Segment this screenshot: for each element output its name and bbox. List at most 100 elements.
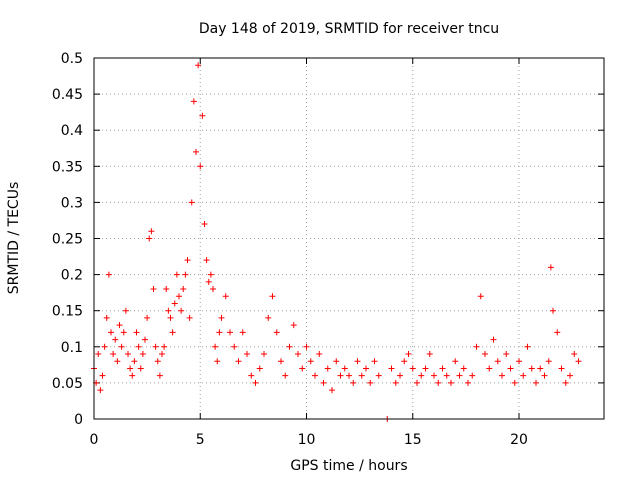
data-point [154,358,161,365]
data-point [203,257,210,264]
data-point [282,372,289,379]
data-point [256,365,263,372]
data-point [150,286,157,293]
y-tick-label: 0.3 [61,195,83,211]
data-point [216,329,223,336]
data-point [199,112,206,119]
data-point [190,98,197,105]
data-point [473,343,480,350]
data-point [507,365,514,372]
data-point [350,379,357,386]
data-point [116,322,123,329]
data-point [227,329,233,336]
data-point [367,379,374,386]
data-point [290,322,297,329]
x-axis-label: GPS time / hours [290,458,407,474]
data-point [537,365,544,372]
data-point [178,307,185,314]
data-point [316,351,323,358]
data-point [541,372,548,379]
data-point [452,358,459,365]
data-point [114,358,121,365]
data-point [186,314,193,321]
data-point [148,228,155,235]
data-point [207,271,214,278]
y-tick-label: 0.35 [52,159,83,175]
data-point [426,351,433,358]
data-point [167,314,174,321]
data-point [222,293,229,300]
data-point [375,372,382,379]
data-point [482,351,488,358]
data-point [448,379,454,386]
y-tick-label: 0 [74,412,83,428]
data-point [320,379,327,386]
y-tick-label: 0.2 [61,268,83,284]
data-point [205,278,212,285]
data-point [431,372,437,379]
data-point [188,199,195,206]
data-point [405,351,412,358]
data-point [137,365,144,372]
data-point [303,343,310,350]
data-point [165,307,172,314]
data-points [91,62,582,422]
data-point [397,372,403,379]
data-point [95,351,102,358]
data-point [295,351,301,358]
data-point [112,336,119,343]
data-point [218,314,225,321]
data-point [307,358,314,365]
data-point [97,387,104,394]
data-point [286,343,293,350]
data-point [184,257,191,264]
data-point [163,286,170,293]
data-point [571,351,578,358]
data-point [528,365,535,372]
data-point [265,314,272,321]
data-point [503,351,510,358]
grid-lines [94,58,604,419]
data-point [176,293,182,300]
data-point [144,314,151,321]
data-point [182,271,189,278]
data-point [324,365,331,372]
data-point [159,351,165,358]
data-point [248,372,255,379]
data-point [193,148,199,155]
data-point [418,372,425,379]
data-point [358,372,365,379]
data-point [161,343,168,350]
data-point [99,372,106,379]
data-point [363,365,369,372]
data-point [329,387,335,394]
data-point [231,343,238,350]
data-point [133,329,140,336]
data-point [388,365,395,372]
data-point [129,372,136,379]
data-point [547,264,554,271]
data-point [169,329,176,336]
y-tick-label: 0.1 [61,340,83,356]
y-tick-label: 0.25 [52,232,83,248]
data-point [346,372,352,379]
data-point [392,379,399,386]
data-point [278,358,284,365]
data-point [201,221,208,228]
data-point [567,372,573,379]
data-point [469,372,476,379]
y-tick-label: 0.15 [52,304,83,320]
data-point [195,62,202,69]
data-point [131,358,138,365]
data-point [142,336,148,343]
data-point [490,336,497,343]
data-point [235,358,242,365]
data-point [494,358,501,365]
data-point [575,358,582,365]
data-point [460,365,467,372]
data-point [422,365,429,372]
data-point [520,372,527,379]
data-point [533,379,539,386]
data-point [516,358,522,365]
